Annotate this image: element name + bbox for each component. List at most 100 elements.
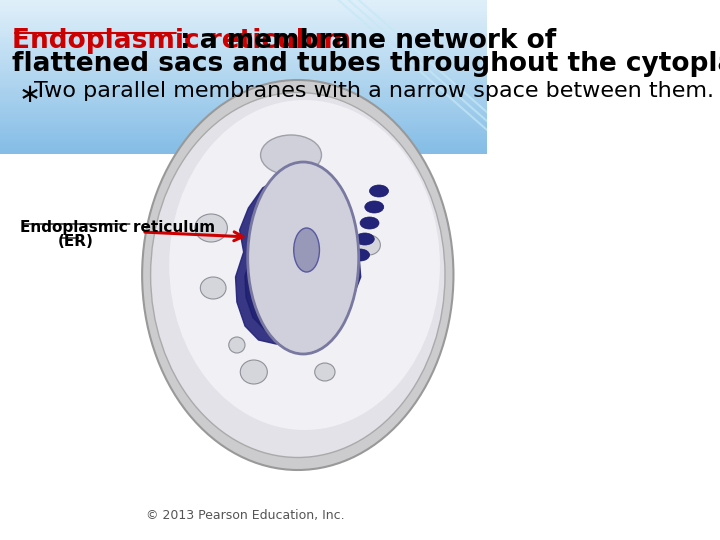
Bar xyxy=(0,53,487,56)
Bar xyxy=(0,129,487,131)
Ellipse shape xyxy=(150,92,445,457)
Bar xyxy=(0,117,487,119)
Ellipse shape xyxy=(360,217,379,229)
Polygon shape xyxy=(245,187,351,333)
Bar xyxy=(0,105,487,108)
Ellipse shape xyxy=(142,80,454,470)
Bar xyxy=(0,67,487,69)
Bar xyxy=(0,29,487,31)
Bar xyxy=(0,48,487,50)
Bar xyxy=(0,119,487,121)
Bar xyxy=(0,80,487,83)
Ellipse shape xyxy=(229,337,245,353)
Bar xyxy=(0,44,487,46)
Ellipse shape xyxy=(357,235,380,255)
Ellipse shape xyxy=(195,214,228,242)
Bar xyxy=(0,65,487,68)
Text: © 2013 Pearson Education, Inc.: © 2013 Pearson Education, Inc. xyxy=(145,509,344,522)
Bar xyxy=(0,71,487,73)
Bar xyxy=(0,99,487,102)
Bar xyxy=(0,26,487,29)
Ellipse shape xyxy=(356,233,374,245)
Bar xyxy=(0,21,487,23)
Bar xyxy=(0,113,487,116)
Bar xyxy=(0,130,487,133)
Text: flattened sacs and tubes throughout the cytoplasm.: flattened sacs and tubes throughout the … xyxy=(12,51,720,77)
Bar xyxy=(0,42,487,44)
Polygon shape xyxy=(235,172,361,344)
Bar xyxy=(0,30,487,33)
Bar xyxy=(0,82,487,85)
Bar xyxy=(0,142,487,144)
Bar xyxy=(0,72,487,75)
Bar xyxy=(0,9,487,11)
Bar xyxy=(0,121,487,123)
Ellipse shape xyxy=(365,201,384,213)
Bar xyxy=(0,84,487,86)
Ellipse shape xyxy=(240,360,267,384)
Bar xyxy=(0,2,487,4)
Bar xyxy=(0,77,487,79)
Bar xyxy=(0,103,487,106)
Bar xyxy=(0,40,487,42)
Bar xyxy=(0,94,487,96)
Text: : a membrane network of: : a membrane network of xyxy=(180,28,557,54)
Bar xyxy=(0,146,487,148)
Bar xyxy=(0,132,487,134)
Bar xyxy=(0,13,487,15)
Bar xyxy=(0,38,487,40)
Polygon shape xyxy=(264,216,333,310)
Polygon shape xyxy=(254,201,342,322)
Bar xyxy=(0,69,487,71)
Bar xyxy=(0,61,487,64)
Bar xyxy=(0,152,487,154)
Ellipse shape xyxy=(261,135,322,175)
Bar xyxy=(0,55,487,58)
Bar xyxy=(0,78,487,81)
Bar xyxy=(0,90,487,92)
Bar xyxy=(0,5,487,8)
Bar xyxy=(0,23,487,25)
Bar xyxy=(0,136,487,138)
Bar xyxy=(0,24,487,27)
Bar xyxy=(0,150,487,152)
Bar xyxy=(0,126,487,129)
Bar xyxy=(0,134,487,137)
Bar xyxy=(0,36,487,38)
Bar xyxy=(0,111,487,113)
Bar xyxy=(0,63,487,65)
Bar xyxy=(0,0,487,2)
Bar xyxy=(0,140,487,143)
Bar xyxy=(0,46,487,48)
Bar xyxy=(0,51,487,54)
Bar xyxy=(0,147,487,150)
Bar xyxy=(0,11,487,14)
Text: (ER): (ER) xyxy=(58,234,94,249)
Text: Two parallel membranes with a narrow space between them.: Two parallel membranes with a narrow spa… xyxy=(34,81,714,101)
Bar xyxy=(0,88,487,90)
Bar xyxy=(0,17,487,19)
Text: Endoplasmic reticulum: Endoplasmic reticulum xyxy=(12,28,351,54)
Bar xyxy=(0,96,487,98)
Bar xyxy=(0,57,487,59)
Ellipse shape xyxy=(315,363,335,381)
Bar xyxy=(0,3,487,6)
Bar xyxy=(0,92,487,94)
Bar xyxy=(0,59,487,62)
Bar xyxy=(0,125,487,127)
Ellipse shape xyxy=(169,100,440,430)
Ellipse shape xyxy=(248,162,359,354)
Bar xyxy=(0,19,487,21)
Bar xyxy=(0,15,487,17)
Bar xyxy=(0,7,487,10)
Bar xyxy=(0,123,487,125)
Bar xyxy=(0,32,487,35)
Ellipse shape xyxy=(369,185,389,197)
Bar xyxy=(0,107,487,110)
Ellipse shape xyxy=(294,228,320,272)
Text: ∗: ∗ xyxy=(19,82,41,108)
Bar xyxy=(0,75,487,77)
Bar xyxy=(0,98,487,100)
Bar xyxy=(0,50,487,52)
Bar xyxy=(0,138,487,140)
